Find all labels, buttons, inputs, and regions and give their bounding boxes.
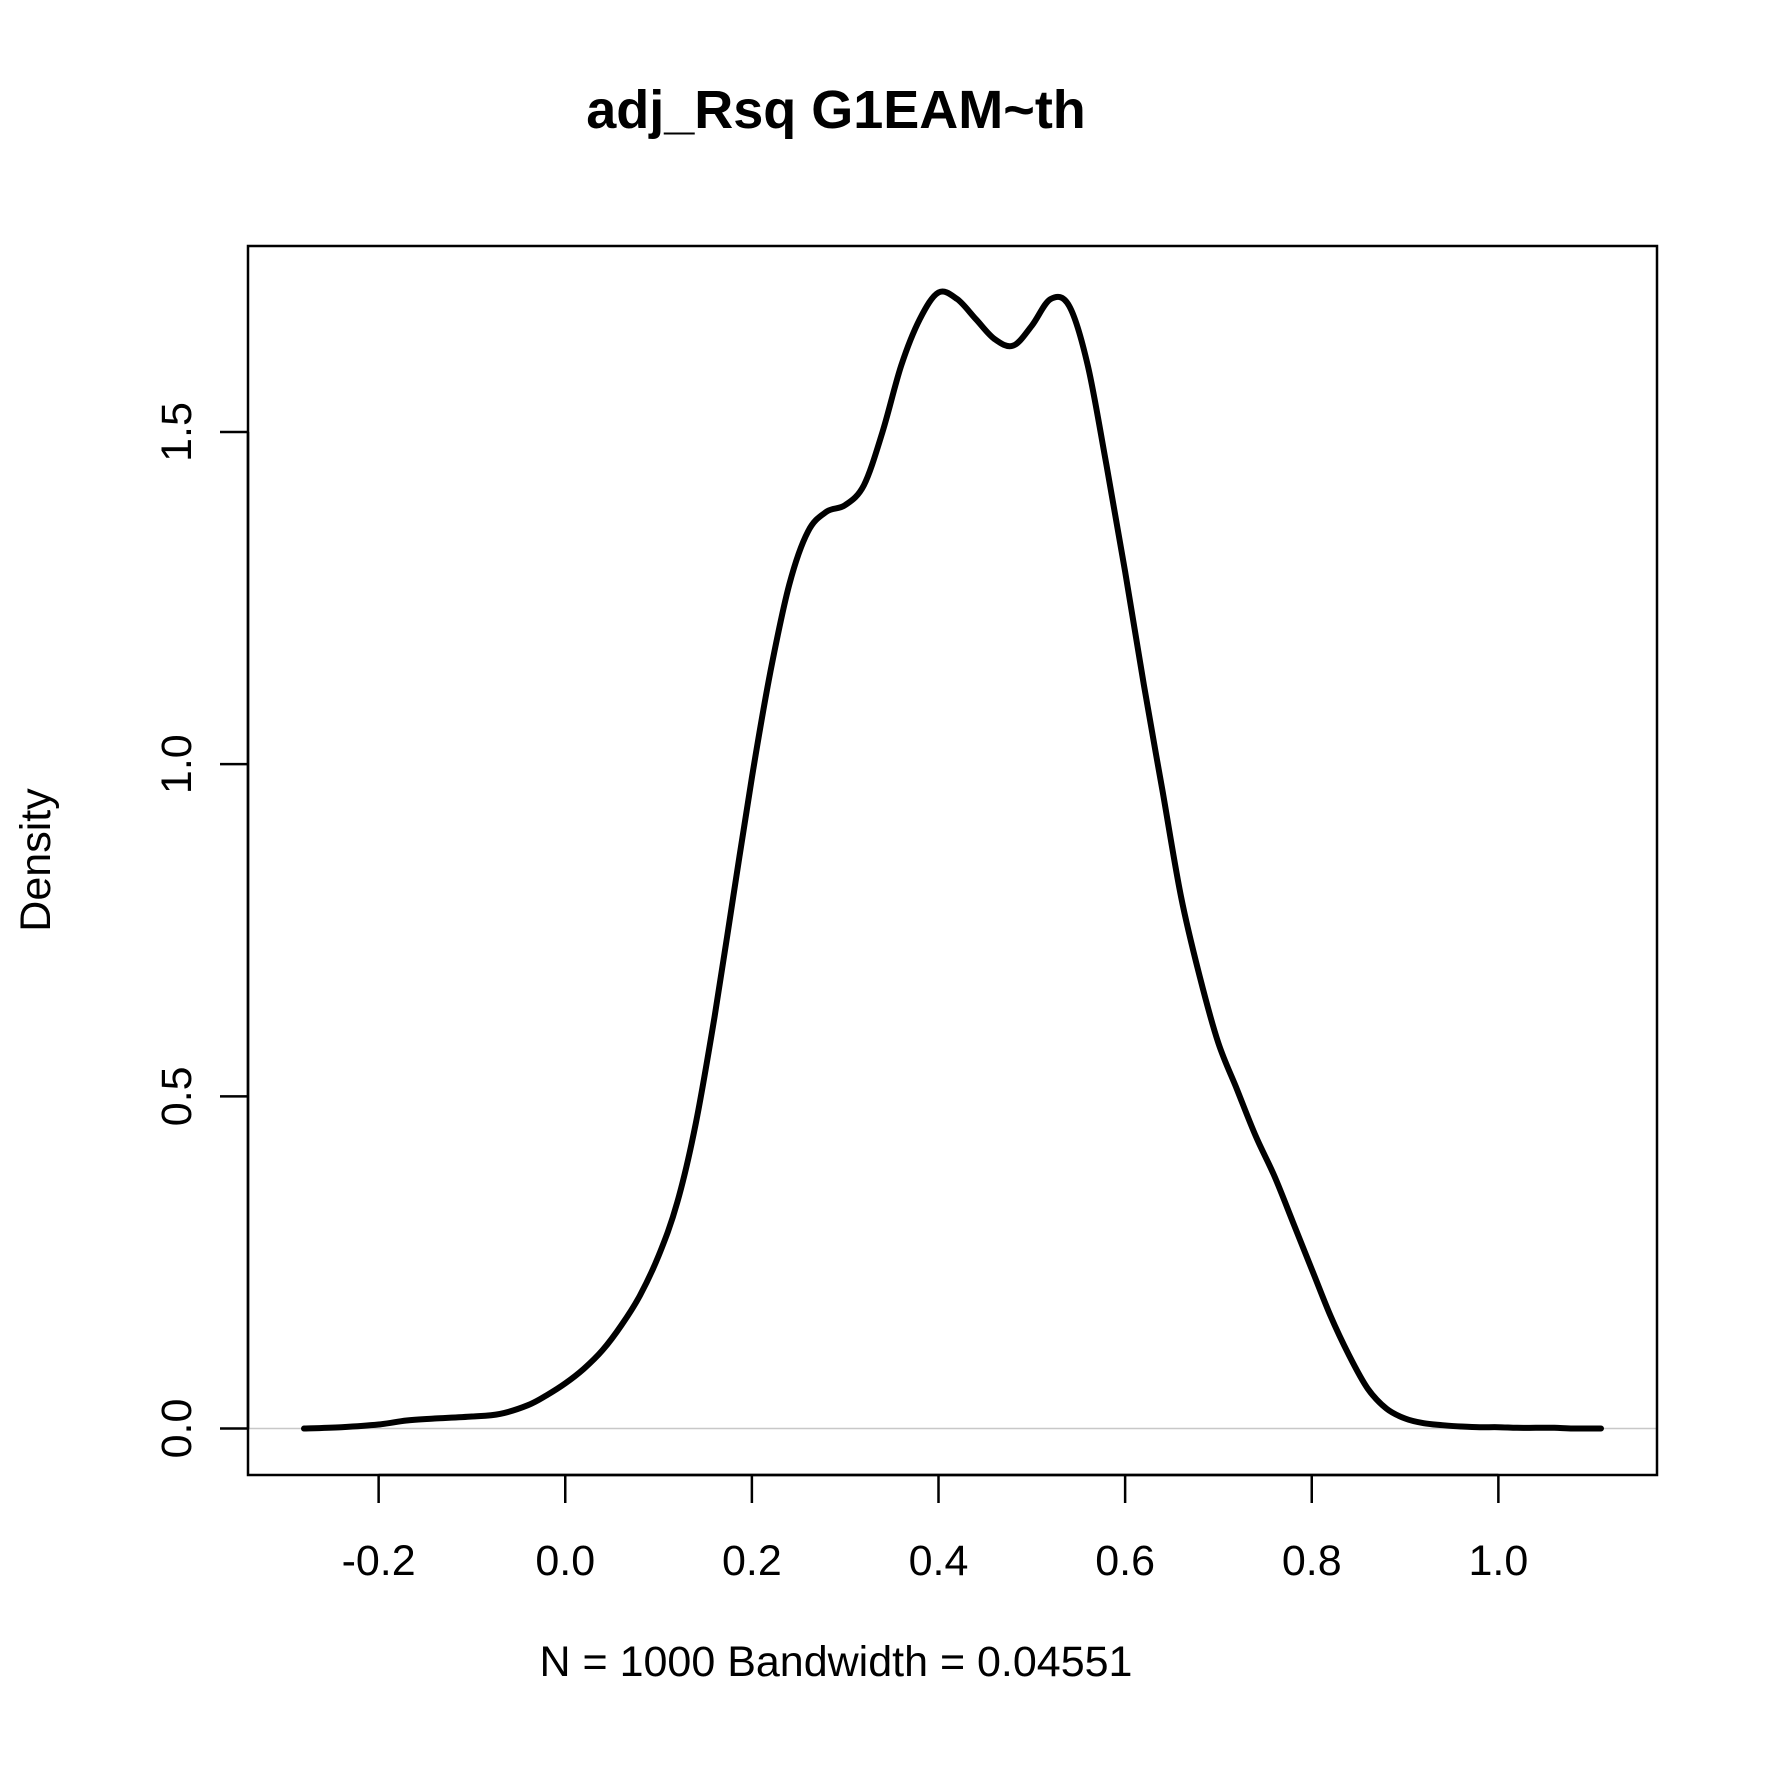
x-axis-label: N = 1000 Bandwidth = 0.04551 bbox=[540, 1638, 1133, 1686]
y-axis-label: Density bbox=[12, 788, 60, 932]
y-tick-label: 0.5 bbox=[153, 1066, 201, 1126]
y-tick-label: 1.0 bbox=[153, 734, 201, 794]
x-axis: -0.2 0.0 0.2 0.4 0.6 0.8 1.0 bbox=[342, 1473, 1528, 1585]
x-tick-label: 0.2 bbox=[722, 1537, 782, 1585]
x-tick-label: 0.0 bbox=[535, 1537, 595, 1585]
x-tick-label: 0.8 bbox=[1282, 1537, 1342, 1585]
y-tick-label: 1.5 bbox=[153, 402, 201, 462]
x-tick-label: -0.2 bbox=[342, 1537, 416, 1585]
plot-frame bbox=[246, 244, 1659, 1477]
x-tick-label: 0.6 bbox=[1095, 1537, 1155, 1585]
x-tick-label: 0.4 bbox=[909, 1537, 969, 1585]
x-tick-label: 1.0 bbox=[1468, 1537, 1528, 1585]
density-curve bbox=[301, 288, 1604, 1432]
y-axis: 0.0 0.5 1.0 1.5 bbox=[153, 402, 250, 1459]
y-tick-label: 0.0 bbox=[153, 1399, 201, 1459]
chart-title: adj_Rsq G1EAM~th bbox=[586, 80, 1086, 140]
